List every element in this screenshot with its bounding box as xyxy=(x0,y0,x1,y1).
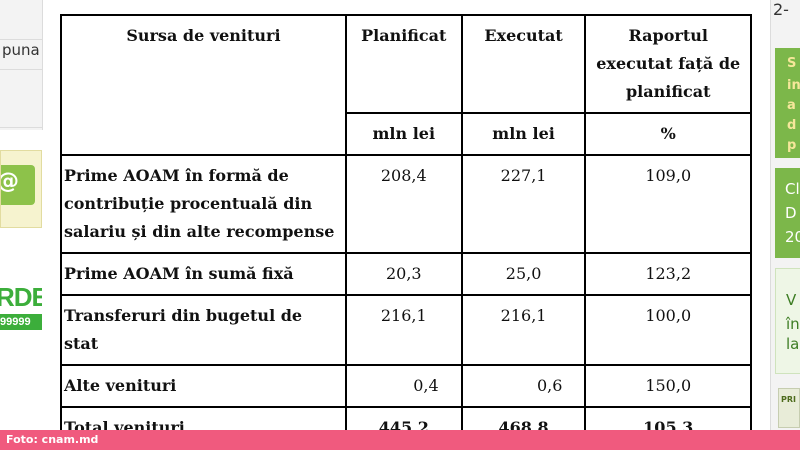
photo-credit: Foto: cnam.md xyxy=(6,433,99,446)
row-label: Alte venituri xyxy=(60,364,347,408)
banner-1-line: p xyxy=(787,138,797,153)
banner-3-line: în xyxy=(786,315,800,333)
row-label: Prime AOAM în sumă fixă xyxy=(60,252,347,296)
table-row: Transferuri din bugetul de stat 216,1 21… xyxy=(60,294,752,366)
unit-executed: mln lei xyxy=(460,112,587,156)
green-line-phone: 99999 xyxy=(0,314,42,330)
cell-ratio: 150,0 xyxy=(584,364,752,408)
row-label: Prime AOAM în formă de contribuție proce… xyxy=(60,154,347,254)
green-line-word: RDE xyxy=(0,282,42,312)
cell-executed: 0,6 xyxy=(460,364,587,408)
sidebar-banner-2[interactable]: Cl D 20 xyxy=(775,168,800,258)
nav-item-1[interactable] xyxy=(0,0,42,40)
banner-2-line: 20 xyxy=(785,228,800,246)
publication-label: PRI xyxy=(781,395,796,404)
sidebar-banner-3[interactable]: V în la xyxy=(775,268,800,374)
header-executed: Executat xyxy=(460,14,587,114)
unit-ratio: % xyxy=(584,112,752,156)
envelope-icon xyxy=(1,165,35,205)
table-row: Alte venituri 0,4 0,6 150,0 xyxy=(60,364,752,408)
green-line-logo[interactable]: RDE 99999 xyxy=(0,282,42,338)
email-banner[interactable]: @ xyxy=(0,150,42,228)
date-fragment: 2- xyxy=(773,0,789,19)
cell-ratio: 100,0 xyxy=(584,294,752,366)
left-sidebar-nav: puna xyxy=(0,0,43,130)
banner-3-line: la xyxy=(786,335,800,353)
cell-planned: 0,4 xyxy=(344,364,463,408)
header-ratio: Raportul executat față de planificat xyxy=(584,14,752,114)
nav-item-3[interactable] xyxy=(0,88,42,128)
banner-2-line: Cl xyxy=(785,180,800,198)
cell-planned: 216,1 xyxy=(344,294,463,366)
banner-1-line: d xyxy=(787,118,797,133)
publication-thumbnail[interactable]: PRI xyxy=(778,388,800,428)
unit-planned: mln lei xyxy=(344,112,463,156)
table-row: Prime AOAM în sumă fixă 20,3 25,0 123,2 xyxy=(60,252,752,296)
revenue-table: Sursa de venituri Planificat Executat Ra… xyxy=(60,14,752,450)
cell-ratio: 123,2 xyxy=(584,252,752,296)
photo-caption-bar: Foto: cnam.md xyxy=(0,430,800,450)
cell-executed: 216,1 xyxy=(460,294,587,366)
cell-planned: 208,4 xyxy=(344,154,463,254)
cell-ratio: 109,0 xyxy=(584,154,752,254)
cell-planned: 20,3 xyxy=(344,252,463,296)
cell-executed: 25,0 xyxy=(460,252,587,296)
banner-1-line: a xyxy=(787,98,796,113)
table-units-row: mln lei mln lei % xyxy=(61,112,752,156)
header-planned: Planificat xyxy=(344,14,463,114)
at-sign-icon: @ xyxy=(1,169,19,194)
table-row: Prime AOAM în formă de contribuție proce… xyxy=(60,154,752,254)
table-header-row: Sursa de venituri Planificat Executat Ra… xyxy=(60,14,752,156)
row-label: Transferuri din bugetul de stat xyxy=(60,294,347,366)
header-source: Sursa de venituri xyxy=(60,14,347,156)
cell-executed: 227,1 xyxy=(460,154,587,254)
sidebar-banner-1[interactable]: S in a d p xyxy=(775,48,800,158)
revenue-table-container: Sursa de venituri Planificat Executat Ra… xyxy=(60,14,752,450)
nav-item-2[interactable]: puna xyxy=(0,30,42,70)
banner-3-line: V xyxy=(786,291,797,309)
banner-1-line: S xyxy=(787,56,797,71)
banner-2-line: D xyxy=(785,204,797,222)
banner-1-line: in xyxy=(787,78,800,93)
